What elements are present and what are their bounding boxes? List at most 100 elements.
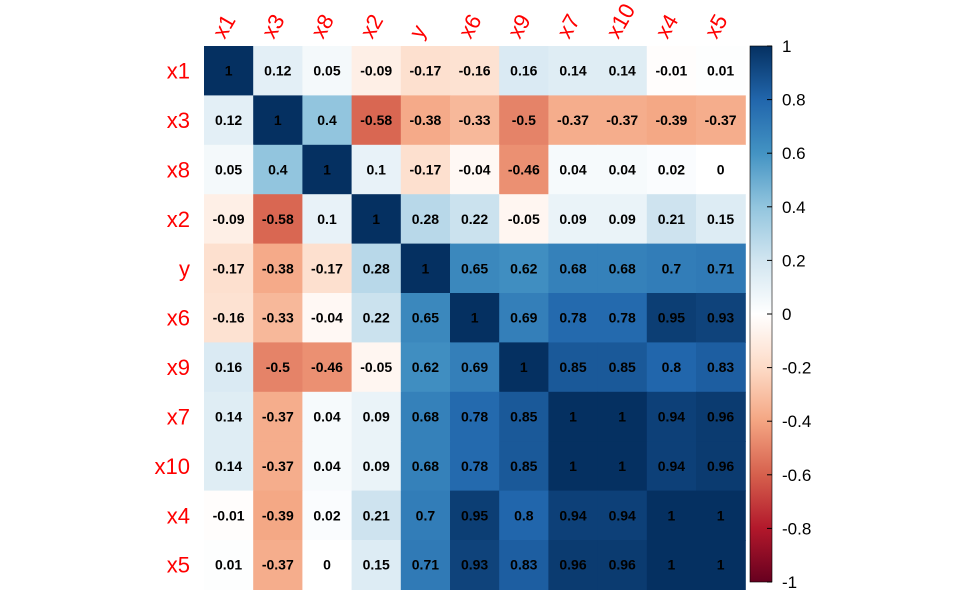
cell-value-x3-x6: -0.33 <box>459 112 491 128</box>
cell-value-x3-x5: -0.37 <box>705 112 737 128</box>
cell-value-x4-y: 0.7 <box>416 507 436 523</box>
cell-value-x1-x7: 0.14 <box>559 63 586 79</box>
cell-value-x1-x9: 0.16 <box>510 63 537 79</box>
cell-x4-y <box>400 490 451 541</box>
cell-x2-x4 <box>646 194 697 245</box>
cell-x7-x7 <box>548 391 599 442</box>
cell-value-x8-x5: 0 <box>717 162 725 178</box>
cell-x1-x3 <box>253 46 303 96</box>
cell-value-x5-x3: -0.37 <box>262 557 294 573</box>
cell-value-y-x2: 0.28 <box>363 260 390 276</box>
cell-x6-x1 <box>204 293 254 343</box>
cell-value-x7-x10: 1 <box>618 409 626 425</box>
cell-value-x2-x7: 0.09 <box>559 211 586 227</box>
cell-y-x2 <box>351 243 402 294</box>
cell-x7-x6 <box>450 391 500 442</box>
cell-value-x8-x10: 0.04 <box>609 162 636 178</box>
cell-value-x9-x4: 0.8 <box>662 359 682 375</box>
cell-value-x9-y: 0.62 <box>412 359 439 375</box>
cell-value-y-x9: 0.62 <box>510 260 537 276</box>
column-label-x8: x8 <box>306 10 339 43</box>
cell-value-x6-x7: 0.78 <box>559 310 586 326</box>
row-label-x1: x1 <box>167 59 190 84</box>
cell-x10-x4 <box>646 441 697 492</box>
cell-value-x3-x8: 0.4 <box>317 112 337 128</box>
cell-x9-x2 <box>351 342 402 393</box>
cell-x2-x10 <box>597 194 648 245</box>
cell-x5-x5 <box>696 540 746 590</box>
cell-x2-x5 <box>696 194 746 245</box>
cell-value-x10-x4: 0.94 <box>658 458 685 474</box>
cell-value-x9-x9: 1 <box>520 359 528 375</box>
cell-value-x9-x8: -0.46 <box>311 359 343 375</box>
cell-value-x1-x4: -0.01 <box>655 63 687 79</box>
cell-value-x3-x4: -0.39 <box>655 112 687 128</box>
cell-x4-x9 <box>499 490 549 541</box>
cell-value-x7-x8: 0.04 <box>313 409 340 425</box>
cell-x3-x8 <box>302 95 353 146</box>
cell-x7-x4 <box>646 391 697 442</box>
cell-x3-x9 <box>499 95 549 146</box>
cell-value-x6-x3: -0.33 <box>262 310 294 326</box>
cell-x5-x6 <box>450 540 500 590</box>
cell-x2-x6 <box>450 194 500 245</box>
column-label-x2: x2 <box>355 10 388 43</box>
cell-x1-x5 <box>696 46 746 96</box>
cell-y-x1 <box>204 243 254 294</box>
cell-y-x9 <box>499 243 549 294</box>
cell-x9-y <box>400 342 451 393</box>
cell-value-x1-x6: -0.16 <box>459 63 491 79</box>
column-label-x10: x10 <box>601 0 640 42</box>
cell-value-x1-x5: 0.01 <box>707 63 734 79</box>
color-legend: 1 0.8 0.6 0.4 0.2 0 -0.2 -0.4 -0.6 -0.8 -1 <box>749 37 811 592</box>
cell-value-x6-x8: -0.04 <box>311 310 343 326</box>
row-label-x7: x7 <box>167 405 190 430</box>
cell-value-x4-x2: 0.21 <box>363 507 390 523</box>
row-label-x3: x3 <box>167 108 190 133</box>
cell-x4-x7 <box>548 490 599 541</box>
cell-value-x2-x3: -0.58 <box>262 211 294 227</box>
row-label-x10: x10 <box>155 454 190 479</box>
cell-x2-y <box>400 194 451 245</box>
cell-x6-x10 <box>597 293 648 343</box>
cell-value-x8-x7: 0.04 <box>559 162 586 178</box>
cell-value-y-x7: 0.68 <box>559 260 586 276</box>
cell-value-x10-x7: 1 <box>569 458 577 474</box>
cell-x10-x3 <box>253 441 303 492</box>
column-labels: x1 x3 x8 x2 y x6 x9 x7 x10 x4 x5 <box>207 0 732 43</box>
cell-x10-x8 <box>302 441 353 492</box>
cell-value-x5-x10: 0.96 <box>609 557 636 573</box>
cell-value-x4-x1: -0.01 <box>213 507 245 523</box>
cell-y-x5 <box>696 243 746 294</box>
cell-x9-x5 <box>696 342 746 393</box>
cell-y-x7 <box>548 243 599 294</box>
cell-x6-x6 <box>450 293 500 343</box>
column-label-x5: x5 <box>699 10 732 43</box>
cell-value-x5-x2: 0.15 <box>363 557 390 573</box>
cell-value-x10-x10: 1 <box>618 458 626 474</box>
cell-x5-x9 <box>499 540 549 590</box>
cell-value-y-x10: 0.68 <box>609 260 636 276</box>
cell-x5-x4 <box>646 540 697 590</box>
cell-value-x1-x10: 0.14 <box>609 63 636 79</box>
cell-x7-x3 <box>253 391 303 442</box>
row-label-x2: x2 <box>167 207 190 232</box>
cell-value-y-x5: 0.71 <box>707 260 734 276</box>
cell-x7-x1 <box>204 391 254 442</box>
row-label-x9: x9 <box>167 355 190 380</box>
cell-value-x10-y: 0.68 <box>412 458 439 474</box>
column-label-x7: x7 <box>552 10 585 43</box>
cell-value-x8-x9: -0.46 <box>508 162 540 178</box>
cell-x7-x9 <box>499 391 549 442</box>
cell-value-x8-x6: -0.04 <box>459 162 491 178</box>
cell-x10-x7 <box>548 441 599 492</box>
cell-value-x6-x10: 0.78 <box>609 310 636 326</box>
cell-value-x1-x3: 0.12 <box>264 63 291 79</box>
cell-value-x4-x3: -0.39 <box>262 507 294 523</box>
cell-value-x6-x2: 0.22 <box>363 310 390 326</box>
cell-x6-x3 <box>253 293 303 343</box>
cell-y-y <box>400 243 451 294</box>
legend-tick-label: -1 <box>782 573 797 592</box>
cell-value-x5-x4: 1 <box>668 557 676 573</box>
